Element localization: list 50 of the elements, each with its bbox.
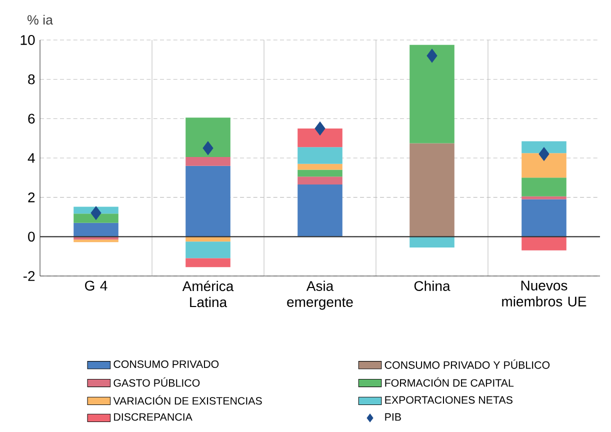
legend-label: CONSUMO PRIVADO Y PÚBLICO xyxy=(384,359,550,369)
point xyxy=(426,48,438,63)
x-tick-label: Nuevos miembros UE xyxy=(502,280,586,306)
x-tick-label: China xyxy=(414,280,450,291)
legend-label: PIB xyxy=(385,413,401,421)
bar xyxy=(74,240,118,242)
legend-label: EXPORTACIONES NETAS xyxy=(385,396,512,404)
x-tick-label: G 4 xyxy=(85,280,108,291)
legend-label: GASTO PÚBLICO xyxy=(114,377,200,387)
x-tick-label: Asia emergente xyxy=(287,280,353,310)
bar xyxy=(410,143,454,237)
bar xyxy=(186,258,230,268)
bar xyxy=(298,164,342,170)
bar xyxy=(186,166,230,237)
y-tick-label: 2 xyxy=(28,192,35,202)
bar xyxy=(522,236,566,250)
bar xyxy=(298,128,342,148)
bar xyxy=(522,196,566,200)
point xyxy=(538,147,550,161)
y-tick-label: 8 xyxy=(28,74,35,84)
bar xyxy=(74,214,118,223)
bar xyxy=(298,184,342,237)
bar xyxy=(410,44,454,144)
bar xyxy=(522,178,566,196)
point xyxy=(314,122,326,136)
bar xyxy=(522,153,566,178)
y-axis-title: % ia xyxy=(28,14,53,25)
legend-label: VARIACIÓN DE EXISTENCIAS xyxy=(113,395,262,405)
legend-label: FORMACIÓN DE CAPITAL xyxy=(385,377,514,387)
bar xyxy=(74,222,118,237)
bar xyxy=(298,170,342,177)
bar xyxy=(410,236,454,248)
bar xyxy=(522,199,566,237)
bar xyxy=(186,118,230,158)
legend-label: DISCREPANCIA xyxy=(114,413,192,421)
y-tick-label: 10 xyxy=(20,35,35,45)
bar xyxy=(186,236,230,242)
bar xyxy=(186,157,230,166)
y-tick-label: 0 xyxy=(28,232,35,242)
bar xyxy=(298,147,342,164)
point xyxy=(90,206,102,220)
bar xyxy=(522,141,566,154)
y-tick-label: 6 xyxy=(28,114,35,124)
point xyxy=(202,141,214,156)
bar xyxy=(186,242,230,258)
x-tick-label: América Latina xyxy=(182,280,234,308)
y-tick-label: 4 xyxy=(28,153,35,163)
legend-label: CONSUMO PRIVADO xyxy=(114,360,219,368)
bar xyxy=(298,176,342,185)
y-tick-label: -2 xyxy=(23,271,35,281)
